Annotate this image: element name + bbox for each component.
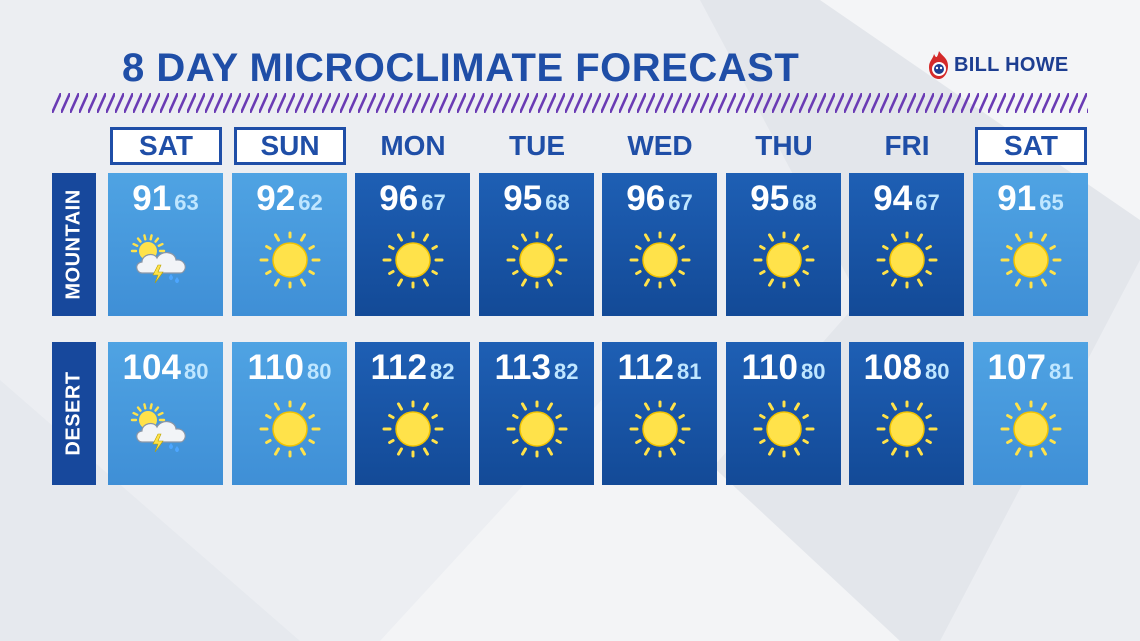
- day-label-5: WED: [627, 130, 693, 161]
- day-label-7: FRI: [884, 130, 930, 161]
- sun-icon: [753, 398, 815, 460]
- low-temp: 80: [800, 359, 826, 384]
- temperature-pair: 96 67: [602, 179, 717, 219]
- day-label-3: MON: [380, 130, 446, 161]
- forecast-tile: 112 81: [602, 342, 717, 485]
- sun-icon: [629, 398, 691, 460]
- low-temp: 82: [429, 359, 455, 384]
- high-temp: 92: [256, 179, 296, 218]
- sun-icon: [753, 229, 815, 291]
- day-label-4: TUE: [509, 130, 565, 161]
- temperature-pair: 113 82: [479, 348, 594, 388]
- low-temp: 67: [668, 190, 693, 215]
- low-temp: 65: [1039, 190, 1064, 215]
- row-label-mountain: MOUNTAIN: [52, 173, 96, 316]
- high-temp: 104: [122, 348, 181, 387]
- row-label-text: DESERT: [62, 371, 85, 456]
- sponsor-logo: BILL HOWE: [926, 50, 1069, 80]
- sun-icon: [382, 229, 444, 291]
- high-temp: 113: [494, 348, 551, 387]
- thunderstorm-partly-sunny-icon: [130, 229, 197, 291]
- logo-text: BILL HOWE: [954, 53, 1069, 76]
- temperature-pair: 96 67: [355, 179, 470, 219]
- forecast-tile: 95 68: [479, 173, 594, 316]
- temperature-pair: 104 80: [108, 348, 223, 388]
- high-temp: 96: [626, 179, 666, 218]
- forecast-tile: 110 80: [232, 342, 347, 485]
- sun-icon: [506, 229, 568, 291]
- sun-icon: [259, 229, 321, 291]
- high-temp: 91: [132, 179, 172, 218]
- sun-icon: [259, 398, 321, 460]
- high-temp: 95: [750, 179, 790, 218]
- low-temp: 68: [792, 190, 817, 215]
- temperature-pair: 112 81: [602, 348, 717, 388]
- low-temp: 82: [553, 359, 579, 384]
- sun-icon: [382, 398, 444, 460]
- row-label-text: MOUNTAIN: [62, 189, 85, 300]
- page-title: 8 DAY MICROCLIMATE FORECAST: [122, 46, 800, 90]
- sun-icon: [876, 229, 938, 291]
- forecast-tile: 113 82: [479, 342, 594, 485]
- temperature-pair: 112 82: [355, 348, 470, 388]
- thunderstorm-partly-sunny-icon: [130, 398, 197, 460]
- high-temp: 96: [379, 179, 419, 218]
- low-temp: 80: [306, 359, 332, 384]
- forecast-tile: 96 67: [602, 173, 717, 316]
- forecast-tile: 91 63: [108, 173, 223, 316]
- forecast-tile: 92 62: [232, 173, 347, 316]
- temperature-pair: 91 65: [973, 179, 1088, 219]
- forecast-tile: 91 65: [973, 173, 1088, 316]
- high-temp: 112: [617, 348, 674, 387]
- sun-icon: [506, 398, 568, 460]
- high-temp: 112: [370, 348, 427, 387]
- low-temp: 81: [676, 359, 702, 384]
- high-temp: 107: [987, 348, 1046, 387]
- sun-icon: [1000, 229, 1062, 291]
- temperature-pair: 95 68: [479, 179, 594, 219]
- low-temp: 67: [915, 190, 940, 215]
- temperature-pair: 92 62: [232, 179, 347, 219]
- forecast-tile: 112 82: [355, 342, 470, 485]
- sun-icon: [629, 229, 691, 291]
- sun-icon: [1000, 398, 1062, 460]
- temperature-pair: 95 68: [726, 179, 841, 219]
- temperature-pair: 110 80: [232, 348, 347, 388]
- high-temp: 110: [247, 348, 304, 387]
- forecast-tile: 94 67: [849, 173, 964, 316]
- temperature-pair: 91 63: [108, 179, 223, 219]
- sun-icon: [876, 398, 938, 460]
- forecast-tile: 95 68: [726, 173, 841, 316]
- high-temp: 108: [863, 348, 922, 387]
- temperature-pair: 110 80: [726, 348, 841, 388]
- day-label-2: SUN: [234, 127, 346, 165]
- low-temp: 62: [298, 190, 323, 215]
- forecast-tile: 110 80: [726, 342, 841, 485]
- low-temp: 63: [174, 190, 199, 215]
- forecast-tile: 96 67: [355, 173, 470, 316]
- day-label-1: SAT: [110, 127, 222, 165]
- day-label-6: THU: [755, 130, 813, 161]
- row-label-desert: DESERT: [52, 342, 96, 485]
- high-temp: 91: [997, 179, 1037, 218]
- temperature-pair: 107 81: [973, 348, 1088, 388]
- temperature-pair: 108 80: [849, 348, 964, 388]
- hatched-divider: [52, 93, 1088, 113]
- flame-mascot-icon: [929, 51, 948, 79]
- forecast-tile: 107 81: [973, 342, 1088, 485]
- low-temp: 68: [545, 190, 570, 215]
- low-temp: 81: [1048, 359, 1074, 384]
- high-temp: 94: [873, 179, 913, 218]
- low-temp: 67: [421, 190, 446, 215]
- temperature-pair: 94 67: [849, 179, 964, 219]
- low-temp: 80: [183, 359, 209, 384]
- high-temp: 95: [503, 179, 543, 218]
- forecast-tile: 108 80: [849, 342, 964, 485]
- low-temp: 80: [924, 359, 950, 384]
- day-label-8: SAT: [975, 127, 1087, 165]
- forecast-tile: 104 80: [108, 342, 223, 485]
- high-temp: 110: [741, 348, 798, 387]
